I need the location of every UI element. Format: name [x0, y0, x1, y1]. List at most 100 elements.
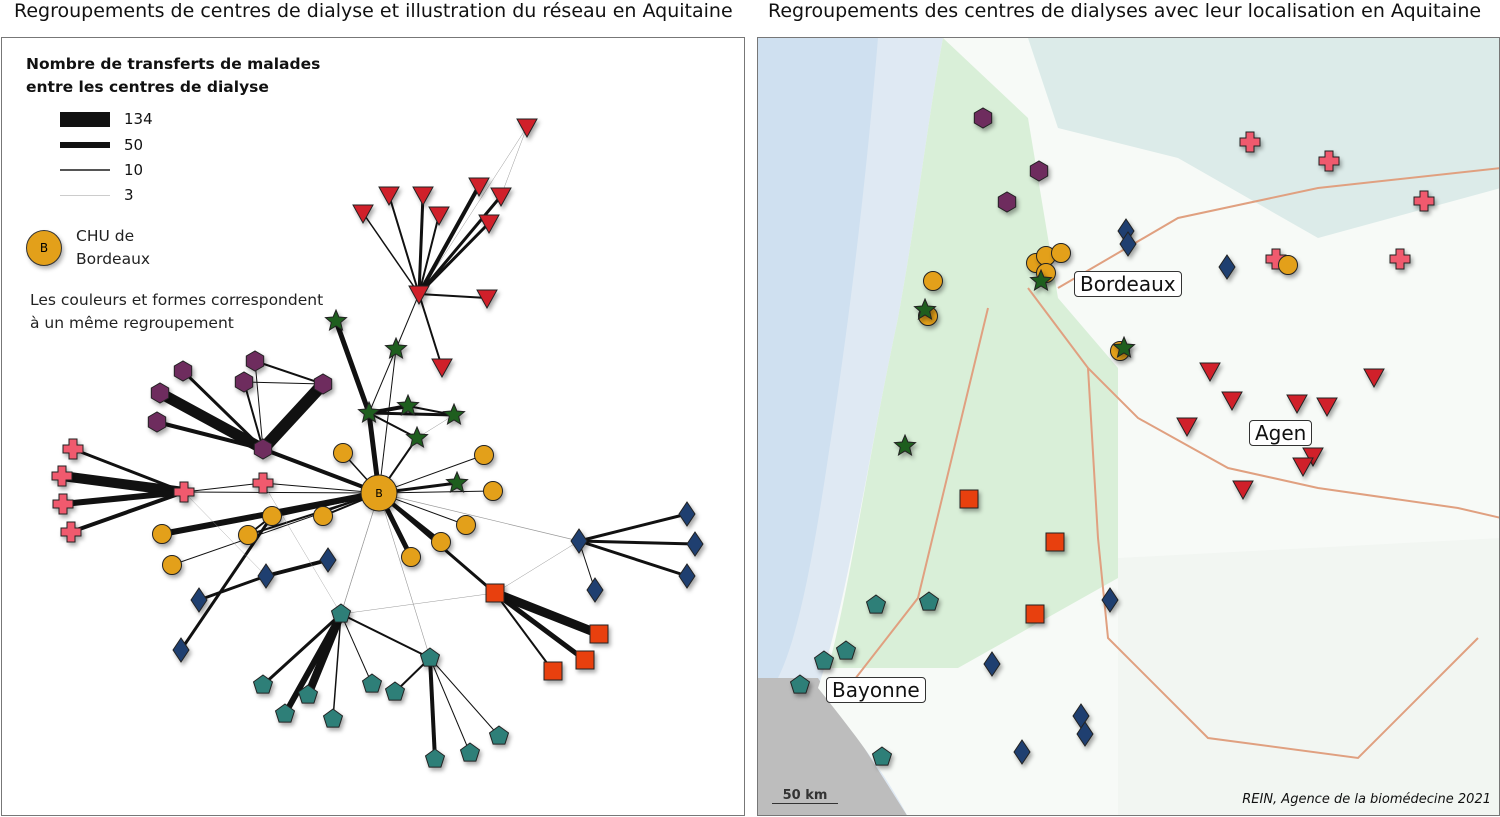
circle-node	[401, 547, 421, 567]
hexagon-node	[245, 350, 265, 372]
hexagon-node	[234, 371, 254, 393]
transfer-edge	[388, 194, 420, 295]
triangle-node	[478, 214, 500, 235]
transfer-edge	[417, 195, 503, 295]
pentagon-node	[274, 703, 296, 723]
transfer-edge	[368, 412, 418, 439]
transfer-edge	[70, 490, 185, 534]
cross-node	[51, 465, 73, 487]
diamond-map-marker	[1119, 231, 1137, 257]
hexagon-map-marker	[1029, 160, 1049, 182]
transfer-edge	[183, 482, 264, 493]
transfer-edge	[578, 539, 688, 578]
pentagon-node	[252, 674, 274, 694]
transfer-edge	[418, 293, 443, 368]
cross-node	[60, 521, 82, 543]
pentagon-node	[424, 748, 446, 768]
cross-map-marker	[1318, 150, 1340, 172]
pentagon-node	[330, 603, 352, 623]
triangle-map-marker	[1286, 394, 1308, 415]
aquitaine-map	[758, 38, 1499, 815]
diamond-node	[190, 587, 208, 613]
circle-node	[313, 506, 333, 526]
city-label-agen: Agen	[1249, 420, 1313, 446]
transfer-edge	[333, 320, 372, 414]
transfer-edge	[62, 489, 185, 507]
triangle-map-marker	[1232, 480, 1254, 501]
diamond-map-marker	[1101, 587, 1119, 613]
hexagon-node	[150, 382, 170, 404]
triangle-node	[468, 177, 490, 198]
star-map-marker	[1112, 335, 1136, 358]
circle-map-marker	[923, 271, 943, 291]
diamond-node	[319, 547, 337, 573]
circle-node	[431, 532, 451, 552]
map-panel: Bordeaux Agen Bayonne 50 km REIN, Agence…	[757, 37, 1500, 816]
transfer-edge	[340, 613, 373, 685]
pentagon-node	[297, 684, 319, 704]
transfer-edge	[494, 540, 580, 594]
svg-text:B: B	[375, 487, 383, 500]
transfer-edge	[368, 348, 397, 414]
circle-node	[483, 481, 503, 501]
cross-node	[173, 481, 195, 503]
star-node	[324, 308, 348, 331]
transfer-edge	[340, 613, 431, 659]
credit: REIN, Agence de la biomédecine 2021	[1242, 792, 1491, 807]
transfer-edge	[262, 482, 380, 494]
transfer-edge	[418, 293, 488, 299]
square-node	[575, 650, 595, 670]
transfer-edge	[340, 492, 380, 615]
transfer-edge	[493, 588, 601, 639]
transfer-edge	[258, 379, 328, 454]
transfer-edge	[362, 212, 420, 295]
pentagon-node	[488, 725, 510, 745]
hexagon-node	[253, 438, 273, 460]
diamond-map-marker	[1218, 254, 1236, 280]
legend-weight-3: 3	[60, 186, 134, 204]
legend-note: Les couleurs et formes correspondent à un…	[30, 291, 324, 332]
diamond-map-marker	[1013, 739, 1031, 765]
triangle-map-marker	[1363, 368, 1385, 389]
pentagon-node	[361, 673, 383, 693]
star-node	[384, 336, 408, 359]
triangle-map-marker	[1302, 447, 1324, 468]
transfer-edge	[418, 214, 440, 295]
right-title: Regroupements des centres de dialyses av…	[768, 0, 1482, 22]
transfer-edge	[254, 360, 324, 385]
pentagon-map-marker	[918, 591, 940, 611]
transfer-edge	[243, 381, 264, 450]
transfer-edge	[429, 657, 471, 754]
transfer-edge	[157, 388, 266, 454]
legend-title: Nombre de transferts de malades entre les…	[26, 55, 321, 96]
transfer-edge	[265, 558, 329, 578]
transfer-edge	[417, 221, 491, 296]
pentagon-map-marker	[871, 746, 893, 766]
transfer-edge	[429, 657, 500, 737]
transfer-edge	[262, 482, 342, 615]
hexagon-node	[147, 411, 167, 433]
square-node	[589, 624, 609, 644]
network-panel: B	[1, 37, 745, 816]
transfer-edge	[494, 592, 554, 672]
circle-node	[456, 515, 476, 535]
transfer-edge	[378, 492, 431, 659]
star-map-marker	[1029, 268, 1053, 291]
left-title: Regroupements de centres de dialyse et i…	[14, 0, 733, 22]
star-node	[396, 393, 420, 416]
pentagon-node	[419, 647, 441, 667]
pentagon-map-marker	[835, 640, 857, 660]
transfer-edge	[61, 471, 185, 497]
transfer-edge	[179, 515, 274, 651]
legend-weight-10: 10	[60, 161, 143, 179]
diamond-node	[570, 528, 588, 554]
legend-weight-50: 50	[60, 136, 143, 154]
square-map-marker	[1025, 604, 1045, 624]
legend-chu: B CHU de Bordeaux	[26, 225, 150, 271]
circle-node	[474, 445, 494, 465]
transfer-edge	[332, 613, 342, 720]
star-node	[357, 400, 381, 423]
network-graph: B	[51, 118, 704, 768]
transfer-edge	[417, 194, 425, 295]
transfer-edge	[578, 512, 688, 543]
